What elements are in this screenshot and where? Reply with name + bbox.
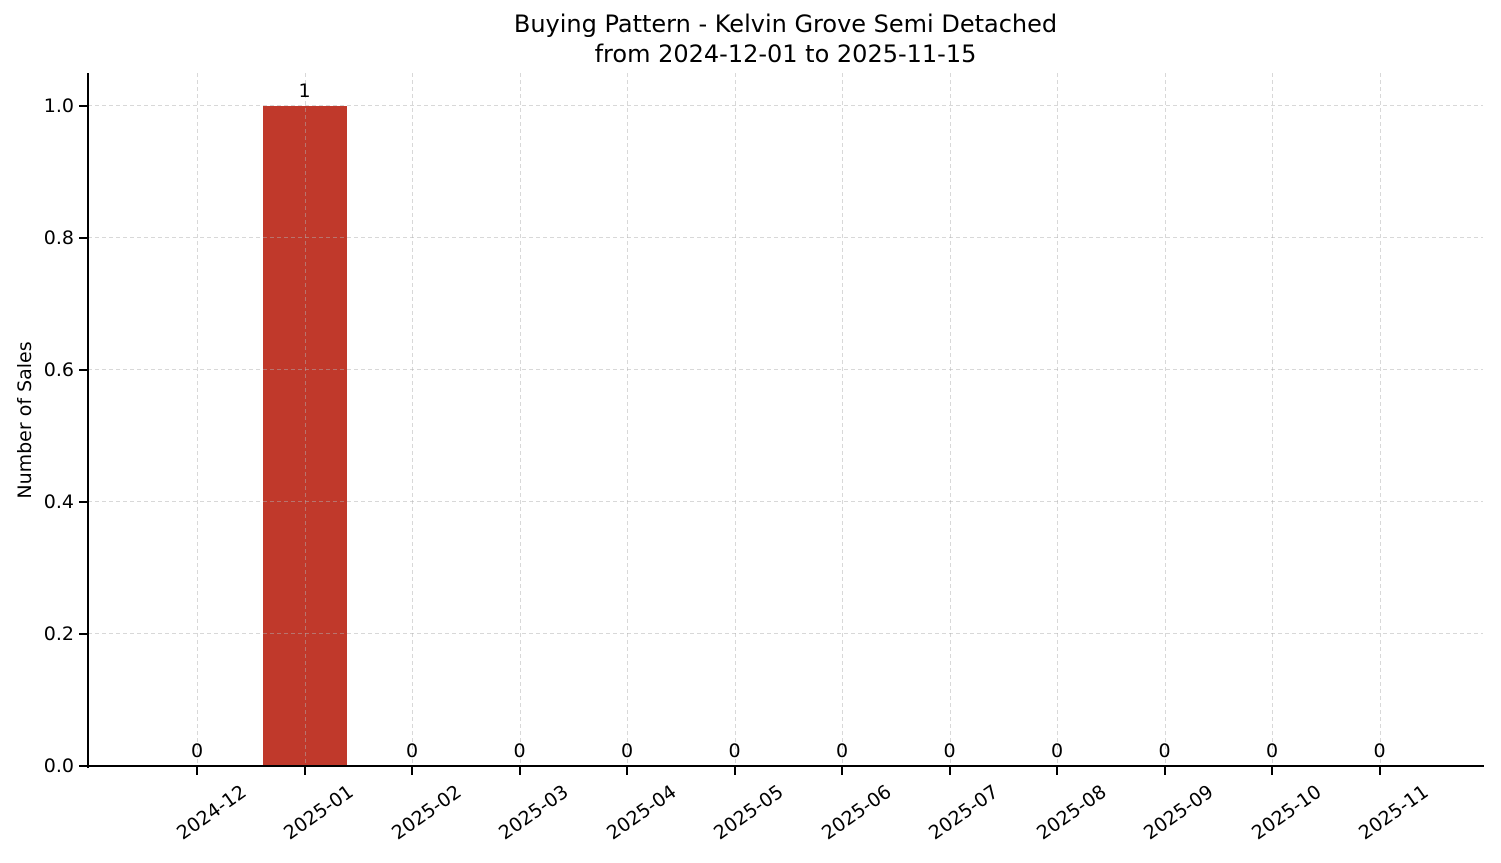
y-tick-mark xyxy=(79,501,87,503)
x-tick-mark xyxy=(1056,767,1058,775)
y-tick-label: 0.0 xyxy=(43,755,74,777)
x-tick-mark xyxy=(626,767,628,775)
v-gridline xyxy=(1272,73,1273,766)
x-tick-mark xyxy=(196,767,198,775)
y-tick-mark xyxy=(79,105,87,107)
x-tick-label: 2025-02 xyxy=(387,780,466,845)
h-gridline xyxy=(88,369,1483,370)
v-gridline xyxy=(735,73,736,766)
h-gridline xyxy=(88,237,1483,238)
bar-value-label: 0 xyxy=(835,740,849,762)
x-tick-mark xyxy=(303,767,306,775)
x-tick-label: 2025-06 xyxy=(817,780,896,845)
x-tick-mark xyxy=(733,767,736,775)
x-tick-label: 2025-08 xyxy=(1032,780,1111,845)
bar-value-label: 0 xyxy=(1265,740,1279,762)
v-gridline xyxy=(627,73,628,766)
y-tick-mark xyxy=(79,237,87,239)
v-gridline xyxy=(520,73,521,766)
y-tick-label: 0.6 xyxy=(43,359,74,381)
x-tick-mark xyxy=(1271,767,1273,775)
bar-value-label: 0 xyxy=(1373,740,1386,762)
x-tick-mark xyxy=(1378,767,1381,775)
x-tick-mark xyxy=(411,767,413,775)
x-tick-label: 2025-01 xyxy=(280,780,358,845)
y-tick-label: 0.2 xyxy=(43,623,74,645)
h-gridline xyxy=(88,633,1483,634)
x-tick-label: 2025-03 xyxy=(495,780,573,845)
v-gridline xyxy=(950,73,951,766)
x-tick-label: 2024-12 xyxy=(172,780,251,845)
x-tick-label: 2025-10 xyxy=(1247,780,1326,845)
y-tick-label: 0.8 xyxy=(43,227,74,249)
v-gridline xyxy=(305,73,306,766)
y-tick-label: 1.0 xyxy=(43,95,74,117)
x-tick-mark xyxy=(518,767,521,775)
bar-value-label: 0 xyxy=(1050,740,1064,762)
h-gridline xyxy=(88,501,1483,502)
bar-value-label: 0 xyxy=(190,740,204,762)
bar-value-label: 0 xyxy=(620,740,634,762)
y-tick-label: 0.4 xyxy=(43,491,74,513)
v-gridline xyxy=(1165,73,1166,766)
y-tick-mark xyxy=(79,765,87,767)
y-axis-spine xyxy=(87,73,89,768)
chart-title: Buying Pattern - Kelvin Grove Semi Detac… xyxy=(513,10,1058,38)
bar-value-label: 0 xyxy=(405,740,419,762)
x-tick-label: 2025-11 xyxy=(1355,780,1433,845)
v-gridline xyxy=(842,73,843,766)
bar-value-label: 0 xyxy=(1158,740,1171,762)
bar-value-label: 0 xyxy=(728,740,741,762)
y-tick-mark xyxy=(79,633,87,635)
chart-title-block: Buying Pattern - Kelvin Grove Semi Detac… xyxy=(88,9,1483,69)
chart-subtitle: from 2024-12-01 to 2025-11-15 xyxy=(594,40,977,68)
v-gridline xyxy=(1380,73,1381,766)
bar-value-label: 0 xyxy=(943,740,956,762)
h-gridline xyxy=(88,105,1483,106)
x-tick-label: 2025-07 xyxy=(925,780,1003,845)
x-tick-mark xyxy=(948,767,951,775)
x-tick-label: 2025-09 xyxy=(1140,780,1218,845)
x-tick-mark xyxy=(1163,767,1166,775)
bar-2025-01 xyxy=(262,106,347,766)
x-tick-mark xyxy=(841,767,843,775)
y-tick-mark xyxy=(79,369,87,371)
x-tick-label: 2025-04 xyxy=(602,780,681,845)
v-gridline xyxy=(1057,73,1058,766)
x-tick-label: 2025-05 xyxy=(710,780,788,845)
v-gridline xyxy=(197,73,198,766)
bar-value-label: 0 xyxy=(513,740,526,762)
v-gridline xyxy=(412,73,413,766)
x-axis-spine xyxy=(87,765,1484,767)
bar-value-label: 1 xyxy=(298,80,311,102)
